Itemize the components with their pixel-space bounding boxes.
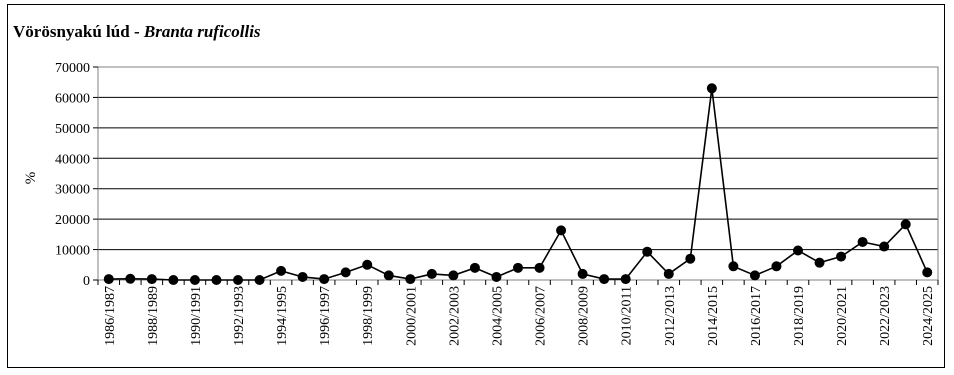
data-point [362,259,373,270]
series-line [108,88,928,281]
data-point [254,275,265,285]
x-tick-label: 2016/2017 [749,286,764,346]
data-point [642,246,653,257]
data-point [793,245,803,256]
x-tick-label: 2018/2019 [792,286,807,346]
data-point [276,265,287,276]
y-tick-label: 0 [83,274,90,289]
data-point [728,261,739,272]
data-point [814,257,825,268]
x-axis-tick-labels: 1986/1987 1988/1989 1990/1991 1992/1993 1994… [97,280,939,346]
data-point [706,83,717,94]
data-point [857,236,868,247]
data-point [405,274,416,285]
data-point [211,275,222,285]
x-tick-label: 2020/2021 [835,286,850,346]
x-tick-label: 1992/1993 [232,286,247,346]
chart-frame [7,4,945,368]
x-tick-label: 2002/2003 [447,286,462,346]
x-tick-label: 2022/2023 [878,286,893,346]
series-layer [103,83,933,285]
data-point [836,251,847,262]
y-tick-label: 20000 [55,213,90,228]
data-point [922,267,933,278]
x-tick-label: 2004/2005 [490,286,505,346]
chart-title: Vörösnyakú lúd - Branta ruficollis [13,22,261,42]
x-tick-label: 2000/2001 [404,286,419,346]
x-tick-label: 1988/1989 [146,286,161,346]
data-point [426,268,437,279]
plot-area [97,66,939,281]
x-tick-label: 2006/2007 [534,286,549,346]
data-point [577,268,588,279]
data-point [879,241,890,252]
y-tick-label: 30000 [55,183,90,198]
data-point [448,270,459,281]
data-point [534,262,545,273]
x-tick-label: 1990/1991 [189,286,204,346]
x-tick-label: 1996/1997 [318,286,333,346]
y-axis-tick-labels: 0 10000 20000 30000 40000 50000 60000 70000 [55,61,98,289]
data-point [556,225,567,236]
y-tick-label: 10000 [55,244,90,259]
data-point [771,261,782,272]
x-tick-label: 1986/1987 [103,286,118,346]
y-tick-label: 70000 [55,61,90,76]
data-point [297,271,308,282]
data-point [491,271,502,282]
grid-lines [97,67,938,281]
data-point [125,273,136,284]
data-point [663,268,674,279]
x-tick-label: 1998/1999 [361,286,376,346]
x-tick-label: 2024/2025 [921,286,936,346]
y-axis-label: % [23,172,39,185]
x-tick-label: 2014/2015 [706,286,721,346]
data-point [340,267,351,278]
data-point [189,275,200,285]
data-point [103,274,114,285]
data-point [168,275,179,285]
data-point [383,270,394,281]
x-tick-label: 1994/1995 [275,286,290,346]
data-point [599,274,610,285]
data-point [513,262,523,273]
data-point [685,253,696,264]
x-tick-label: 2010/2011 [620,286,635,345]
data-point [900,219,911,230]
y-tick-label: 40000 [55,152,90,167]
data-point [146,274,157,285]
y-tick-label: 60000 [55,91,90,106]
data-point [319,274,330,285]
data-point [620,274,631,285]
data-point [749,270,760,281]
chart-title-separator: - [129,22,144,41]
chart-title-species: Branta ruficollis [143,22,261,41]
chart-title-common-name: Vörösnyakú lúd [13,22,130,41]
x-tick-label: 2012/2013 [663,286,678,346]
data-point [469,262,480,273]
y-tick-label: 50000 [55,122,90,137]
data-point [233,275,243,285]
x-tick-label: 2008/2009 [577,286,592,346]
